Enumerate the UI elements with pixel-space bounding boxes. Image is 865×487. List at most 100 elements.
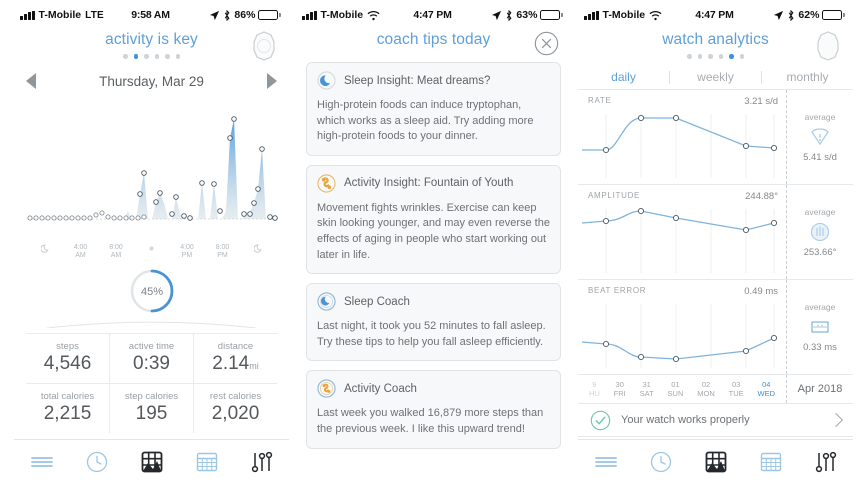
- coach-tip-card[interactable]: Activity Coach Last week you walked 16,8…: [306, 370, 561, 449]
- date-cell[interactable]: 30 FRI: [613, 379, 626, 398]
- average-value: 253.66°: [803, 246, 837, 258]
- date-cell[interactable]: 03 TUE: [728, 379, 744, 398]
- stat-label: distance: [217, 341, 254, 353]
- stat-value: 2,215: [43, 403, 92, 425]
- metric-average-panel: average 253.66°: [786, 185, 853, 279]
- signal-bars-icon: [20, 10, 35, 20]
- beat-error-icon: [811, 320, 829, 333]
- close-circle-icon[interactable]: [534, 31, 559, 61]
- page-title: watch analytics: [662, 31, 769, 48]
- card-title: Activity Insight: Fountain of Youth: [344, 177, 514, 190]
- metric-chart-area[interactable]: RATE 3.21 s/d: [578, 90, 786, 184]
- metric-beat-error[interactable]: BEAT ERROR 0.49 ms: [578, 279, 853, 374]
- tab-calendar[interactable]: [750, 445, 792, 479]
- calendar-icon: [760, 452, 781, 472]
- stat-rest-calories: rest calories 2,020: [193, 384, 277, 434]
- metric-label: AMPLITUDE: [588, 191, 641, 200]
- app-header: watch analytics: [578, 25, 853, 67]
- stat-label: steps: [56, 341, 79, 353]
- tab-settings[interactable]: [805, 445, 847, 479]
- status-left: T-Mobile LTE: [20, 9, 131, 21]
- tab-calendar[interactable]: [186, 445, 228, 479]
- tab-clock[interactable]: [76, 445, 118, 479]
- watch-face-icon[interactable]: [251, 31, 277, 66]
- date-cell[interactable]: 9 HU: [588, 379, 600, 398]
- signal-bars-icon: [584, 10, 599, 20]
- page-title: activity is key: [105, 31, 198, 48]
- phone-screen-watch-analytics: T-Mobile 4:47 PM 62% watch analytics: [578, 5, 853, 484]
- wifi-icon: [367, 10, 380, 20]
- wifi-icon: [649, 10, 662, 20]
- stat-steps: steps 4,546: [26, 334, 109, 383]
- tab-activity[interactable]: [695, 445, 737, 479]
- average-label: average: [804, 111, 836, 122]
- month-label: Apr 2018: [786, 375, 853, 403]
- hamburger-menu-icon: [30, 457, 53, 467]
- date-cell[interactable]: 02 MON: [697, 379, 715, 398]
- range-segmented-control: daily weekly monthly: [578, 67, 853, 89]
- stats-row: steps 4,546 active time 0:39 distance 2.…: [26, 334, 277, 384]
- card-header: Activity Insight: Fountain of Youth: [317, 174, 550, 193]
- goal-progress-label: 45%: [140, 286, 162, 298]
- card-body: Last night, it took you 52 minutes to fa…: [317, 320, 546, 348]
- page-dots[interactable]: [14, 54, 289, 59]
- signal-bars-icon: [302, 10, 317, 20]
- tab-clock[interactable]: [640, 445, 682, 479]
- metric-rate[interactable]: RATE 3.21 s/d avera: [578, 89, 853, 184]
- watch-face-icon[interactable]: [815, 31, 841, 66]
- average-value: 0.33 ms: [803, 341, 837, 353]
- chevron-right-icon[interactable]: [266, 73, 277, 89]
- metric-chart-area[interactable]: BEAT ERROR 0.49 ms: [578, 280, 786, 374]
- status-bar: T-Mobile 4:47 PM 63%: [296, 5, 571, 25]
- stat-label: rest calories: [209, 391, 262, 403]
- watch-status-row[interactable]: Your watch works properly: [578, 403, 853, 437]
- page-dots[interactable]: [578, 54, 853, 59]
- metric-amplitude[interactable]: AMPLITUDE 244.88° a: [578, 184, 853, 279]
- axis-moon-left: [28, 244, 62, 256]
- average-label: average: [804, 206, 836, 217]
- battery-icon: [540, 10, 564, 20]
- carrier-label: T-Mobile: [602, 9, 646, 21]
- metric-chart-area[interactable]: AMPLITUDE 244.88°: [578, 185, 786, 279]
- segment-daily[interactable]: daily: [611, 70, 636, 84]
- activity-grid-icon: [705, 451, 726, 473]
- segment-divider: [761, 70, 762, 84]
- metric-label: BEAT ERROR: [588, 286, 647, 295]
- date-cell-selected[interactable]: 04 WED: [757, 379, 776, 398]
- tab-settings[interactable]: [241, 445, 283, 479]
- metric-average-panel: average 5.41 s/d: [786, 90, 853, 184]
- daily-activity-chart[interactable]: [14, 93, 289, 243]
- battery-percent: 63%: [516, 9, 538, 21]
- activity-icon: [317, 174, 336, 193]
- activity-grid-icon: [141, 451, 162, 473]
- date-cell[interactable]: 01 SUN: [667, 379, 684, 398]
- stats-row: total calories 2,215 step calories 195 r…: [26, 383, 277, 434]
- network-label: LTE: [85, 9, 104, 21]
- tab-activity[interactable]: [131, 445, 173, 479]
- date-axis[interactable]: 9 HU 30 FRI 31 SAT 01 SUN 02 MON 03 TUE: [578, 380, 786, 399]
- activity-points-left: [27, 210, 147, 221]
- chevron-left-icon[interactable]: [26, 73, 36, 89]
- coach-tip-card[interactable]: Activity Insight: Fountain of Youth Move…: [306, 164, 561, 275]
- chevron-right-icon[interactable]: [828, 412, 844, 428]
- segment-monthly[interactable]: monthly: [786, 70, 829, 84]
- tab-menu[interactable]: [585, 445, 627, 479]
- coach-tip-card-list: Sleep Insight: Meat dreams? High-protein…: [296, 59, 571, 449]
- location-arrow-icon: [774, 10, 784, 20]
- axis-tick-8pm: 8:00 PM: [215, 244, 230, 260]
- amplitude-line-chart: [581, 207, 778, 273]
- goal-progress-ring[interactable]: 45%: [14, 267, 289, 315]
- segment-weekly[interactable]: weekly: [697, 70, 734, 84]
- card-header: Sleep Coach: [317, 292, 550, 311]
- axis-moon-right: [241, 244, 275, 256]
- status-time: 9:58 AM: [131, 9, 170, 21]
- phone-screen-activity: T-Mobile LTE 9:58 AM 86% activity is key: [14, 5, 289, 484]
- coach-tip-card[interactable]: Sleep Insight: Meat dreams? High-protein…: [306, 62, 561, 156]
- coach-tip-card[interactable]: Sleep Coach Last night, it took you 52 m…: [306, 283, 561, 362]
- beat-error-line-chart: [581, 304, 778, 368]
- date-cell[interactable]: 31 SAT: [639, 379, 654, 398]
- tab-menu[interactable]: [21, 445, 63, 479]
- check-circle-icon: [590, 410, 611, 430]
- segment-divider: [669, 70, 670, 84]
